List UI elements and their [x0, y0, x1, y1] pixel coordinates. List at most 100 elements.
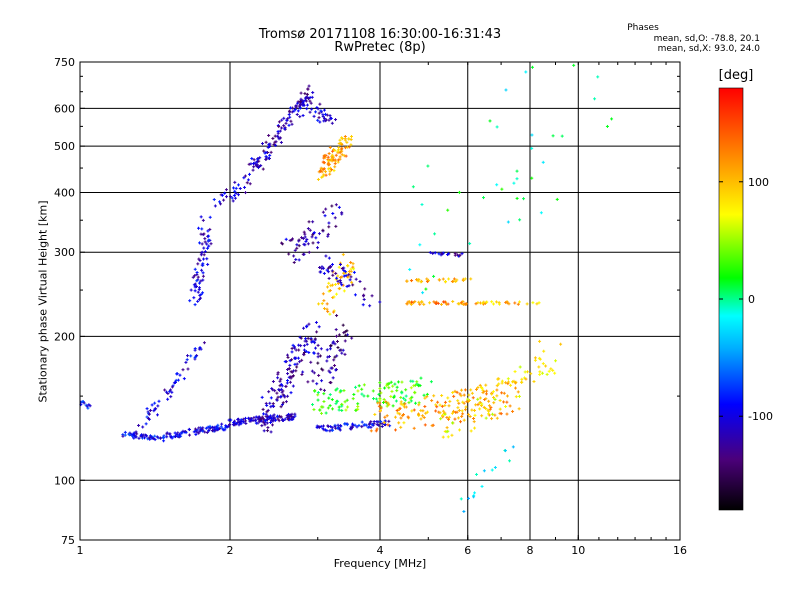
data-point — [425, 277, 429, 281]
data-point — [289, 119, 293, 123]
data-point — [462, 418, 466, 422]
data-point — [516, 302, 520, 306]
data-point — [302, 230, 306, 234]
data-point — [305, 342, 309, 346]
data-point — [404, 394, 408, 398]
data-point — [409, 386, 413, 390]
data-point — [572, 63, 576, 67]
data-point — [209, 242, 213, 246]
data-point — [518, 300, 522, 304]
data-point — [357, 384, 361, 388]
data-point — [363, 287, 367, 291]
data-point — [185, 358, 189, 362]
data-point — [473, 426, 477, 430]
y-tick-label: 600 — [54, 102, 75, 115]
data-point — [361, 303, 365, 307]
data-point — [509, 383, 513, 387]
data-point — [202, 246, 206, 250]
data-point — [512, 181, 516, 185]
data-point — [244, 191, 248, 195]
data-point — [196, 299, 200, 303]
data-point — [310, 95, 314, 99]
data-point — [327, 221, 331, 225]
data-point — [196, 290, 200, 294]
data-point — [178, 373, 182, 377]
data-point — [392, 395, 396, 399]
data-point — [201, 429, 205, 433]
data-point — [505, 400, 509, 404]
data-point — [272, 413, 276, 417]
data-point — [264, 157, 268, 161]
data-point — [333, 216, 337, 220]
data-point — [232, 186, 236, 190]
data-point — [331, 155, 335, 159]
data-point — [468, 414, 472, 418]
data-point — [203, 430, 207, 434]
data-point — [153, 401, 157, 405]
data-point — [434, 302, 438, 306]
data-point — [269, 396, 273, 400]
data-point — [517, 407, 521, 411]
data-point — [279, 394, 283, 398]
data-point — [330, 426, 334, 430]
data-point — [538, 339, 542, 343]
data-point — [504, 88, 508, 92]
data-point — [325, 302, 329, 306]
data-point — [301, 370, 305, 374]
data-point — [291, 343, 295, 347]
data-point — [279, 140, 283, 144]
data-point — [221, 427, 225, 431]
data-point — [544, 364, 548, 368]
data-point — [252, 416, 256, 420]
data-point — [298, 360, 302, 364]
data-point — [492, 302, 496, 306]
data-point — [153, 407, 157, 411]
data-point — [344, 274, 348, 278]
data-point — [335, 292, 339, 296]
data-point — [411, 185, 415, 189]
data-point — [202, 257, 206, 261]
data-point — [426, 164, 430, 168]
data-point — [331, 212, 335, 216]
data-point — [440, 413, 444, 417]
data-point — [197, 426, 201, 430]
data-point — [213, 427, 217, 431]
data-point — [206, 246, 210, 250]
data-point — [192, 296, 196, 300]
data-point — [150, 403, 154, 407]
data-point — [360, 387, 364, 391]
data-point — [410, 279, 414, 283]
data-point — [441, 277, 445, 281]
data-point — [324, 207, 328, 211]
data-point — [299, 100, 303, 104]
data-point — [319, 270, 323, 274]
data-point — [266, 145, 270, 149]
data-point — [128, 433, 132, 437]
data-point — [193, 348, 197, 352]
data-point — [444, 280, 448, 284]
data-point — [170, 385, 174, 389]
data-point — [199, 215, 203, 219]
data-point — [317, 302, 321, 306]
data-point — [332, 295, 336, 299]
data-point — [334, 153, 338, 157]
data-point — [305, 238, 309, 242]
data-point — [281, 401, 285, 405]
data-point — [233, 189, 237, 193]
data-point — [257, 159, 261, 163]
data-point — [413, 401, 417, 405]
data-point — [205, 242, 209, 246]
colorbar-label: [deg] — [718, 68, 754, 83]
data-point — [267, 156, 271, 160]
data-point — [293, 412, 297, 416]
data-point — [511, 445, 515, 449]
data-point — [452, 277, 456, 281]
data-point — [305, 96, 309, 100]
data-point — [309, 338, 313, 342]
data-point — [197, 257, 201, 261]
data-point — [485, 300, 489, 304]
data-point — [85, 404, 89, 408]
colorbar-tick-label: -100 — [748, 410, 773, 423]
data-point — [478, 383, 482, 387]
data-point — [401, 403, 405, 407]
